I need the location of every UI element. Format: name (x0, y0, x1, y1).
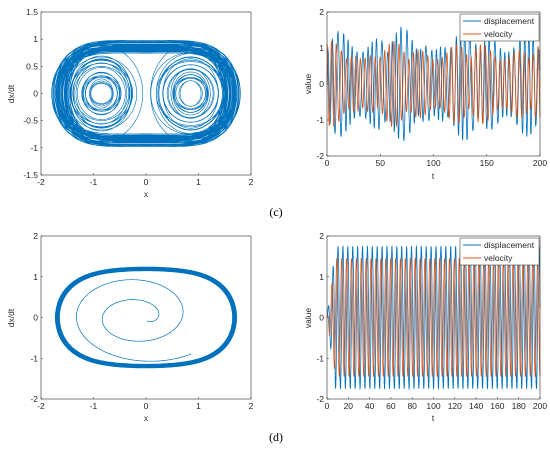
chart-d-phase: -2 -1 0 1 2 -2 -1 0 1 2 x dx/dt (6, 231, 254, 423)
x-tick-label: -1 (90, 177, 98, 187)
x-tick-label: 100 (426, 158, 440, 168)
x-tick-label: 0 (144, 401, 149, 411)
y-tick-label: 2 (319, 231, 324, 241)
caption-d: (d) (269, 430, 283, 444)
x-tick-label: 160 (490, 401, 504, 411)
x-tick-label: 200 (533, 158, 547, 168)
c-time-xlabel: t (432, 171, 435, 181)
d-phase-xlabel: x (144, 413, 149, 423)
d-phase-ylabel: dx/dt (6, 308, 16, 327)
chart-c-time: 0 50 100 150 200 -2 -1 0 1 2 t value displacement… (303, 7, 547, 181)
d-time-xlabel: t (432, 413, 435, 423)
d-legend-velocity: velocity (484, 253, 513, 263)
d-phase-limit-cycle (54, 266, 238, 369)
y-tick-label: 0 (319, 313, 324, 323)
x-tick-label: 0 (144, 177, 149, 187)
y-tick-label: -1 (316, 353, 324, 363)
y-tick-label: 0 (33, 313, 38, 323)
c-legend-velocity: velocity (484, 29, 513, 39)
x-tick-label: 100 (426, 401, 440, 411)
c-time-velocity-line (326, 41, 541, 128)
x-tick-label: 140 (469, 401, 483, 411)
c-time-displacement-line (326, 26, 541, 141)
y-tick-label: -2 (316, 394, 324, 404)
y-tick-label: 0 (33, 89, 38, 99)
y-tick-label: 0.5 (26, 61, 38, 71)
x-tick-label: -1 (90, 401, 98, 411)
caption-c: (c) (269, 205, 282, 219)
x-tick-label: 40 (365, 401, 375, 411)
y-tick-label: -1.5 (23, 170, 38, 180)
y-tick-label: 1.5 (26, 7, 38, 17)
d-time-legend: displacement velocity (459, 237, 540, 266)
x-tick-label: 0 (325, 401, 330, 411)
c-phase-ylabel: dx/dt (6, 84, 16, 103)
y-tick-label: 1 (33, 272, 38, 282)
c-time-ticks: 0 50 100 150 200 -2 -1 0 1 2 (316, 7, 547, 168)
x-tick-label: 60 (386, 401, 396, 411)
x-tick-label: 20 (344, 401, 354, 411)
chart-c-phase: -2 -1 0 1 2 -1.5 -1 -0.5 0 0.5 1 1.5 x dx/dt (6, 7, 254, 199)
c-legend-displacement: displacement (484, 16, 535, 26)
c-phase-xlabel: x (144, 189, 149, 199)
y-tick-label: -1 (30, 143, 38, 153)
c-phase-trajectory (51, 40, 241, 147)
c-time-legend: displacement velocity (459, 13, 540, 42)
d-phase-trajectory (54, 266, 238, 369)
d-time-ylabel: value (303, 308, 313, 329)
y-tick-label: -1 (316, 115, 324, 125)
y-tick-label: 1 (319, 43, 324, 53)
x-tick-label: 0 (325, 158, 330, 168)
y-tick-label: 2 (319, 7, 324, 17)
d-time-ticks: 0 20 40 60 80 100 120 140 160 180 200 -2 -1 0 1 2 (316, 231, 547, 411)
d-time-velocity-line (326, 257, 541, 377)
x-tick-label: -2 (37, 177, 45, 187)
d-phase-ticks: -2 -1 0 1 2 -2 -1 0 1 2 (30, 231, 253, 411)
y-tick-label: 1 (319, 272, 324, 282)
c-time-series (326, 26, 541, 141)
c-time-ylabel: value (303, 74, 313, 95)
x-tick-label: 150 (480, 158, 494, 168)
y-tick-label: -2 (30, 394, 38, 404)
x-tick-label: 1 (196, 401, 201, 411)
x-tick-label: 1 (196, 177, 201, 187)
x-tick-label: 2 (249, 401, 254, 411)
y-tick-label: -0.5 (23, 116, 38, 126)
chart-d-time: 0 20 40 60 80 100 120 140 160 180 200 -2 -1 0 1 2 t val… (303, 231, 547, 423)
x-tick-label: -2 (37, 401, 45, 411)
d-legend-displacement: displacement (484, 240, 535, 250)
x-tick-label: 2 (249, 177, 254, 187)
c-phase-ticks: -2 -1 0 1 2 -1.5 -1 -0.5 0 0.5 1 1.5 (23, 7, 253, 187)
x-tick-label: 80 (407, 401, 417, 411)
y-tick-label: -2 (316, 151, 324, 161)
d-phase-transient (76, 279, 192, 362)
y-tick-label: 0 (319, 79, 324, 89)
y-tick-label: 2 (33, 231, 38, 241)
x-tick-label: 50 (376, 158, 386, 168)
y-tick-label: 1 (33, 34, 38, 44)
x-tick-label: 200 (533, 401, 547, 411)
x-tick-label: 180 (512, 401, 526, 411)
y-tick-label: -1 (30, 353, 38, 363)
x-tick-label: 120 (448, 401, 462, 411)
c-phase-curve (51, 40, 241, 147)
